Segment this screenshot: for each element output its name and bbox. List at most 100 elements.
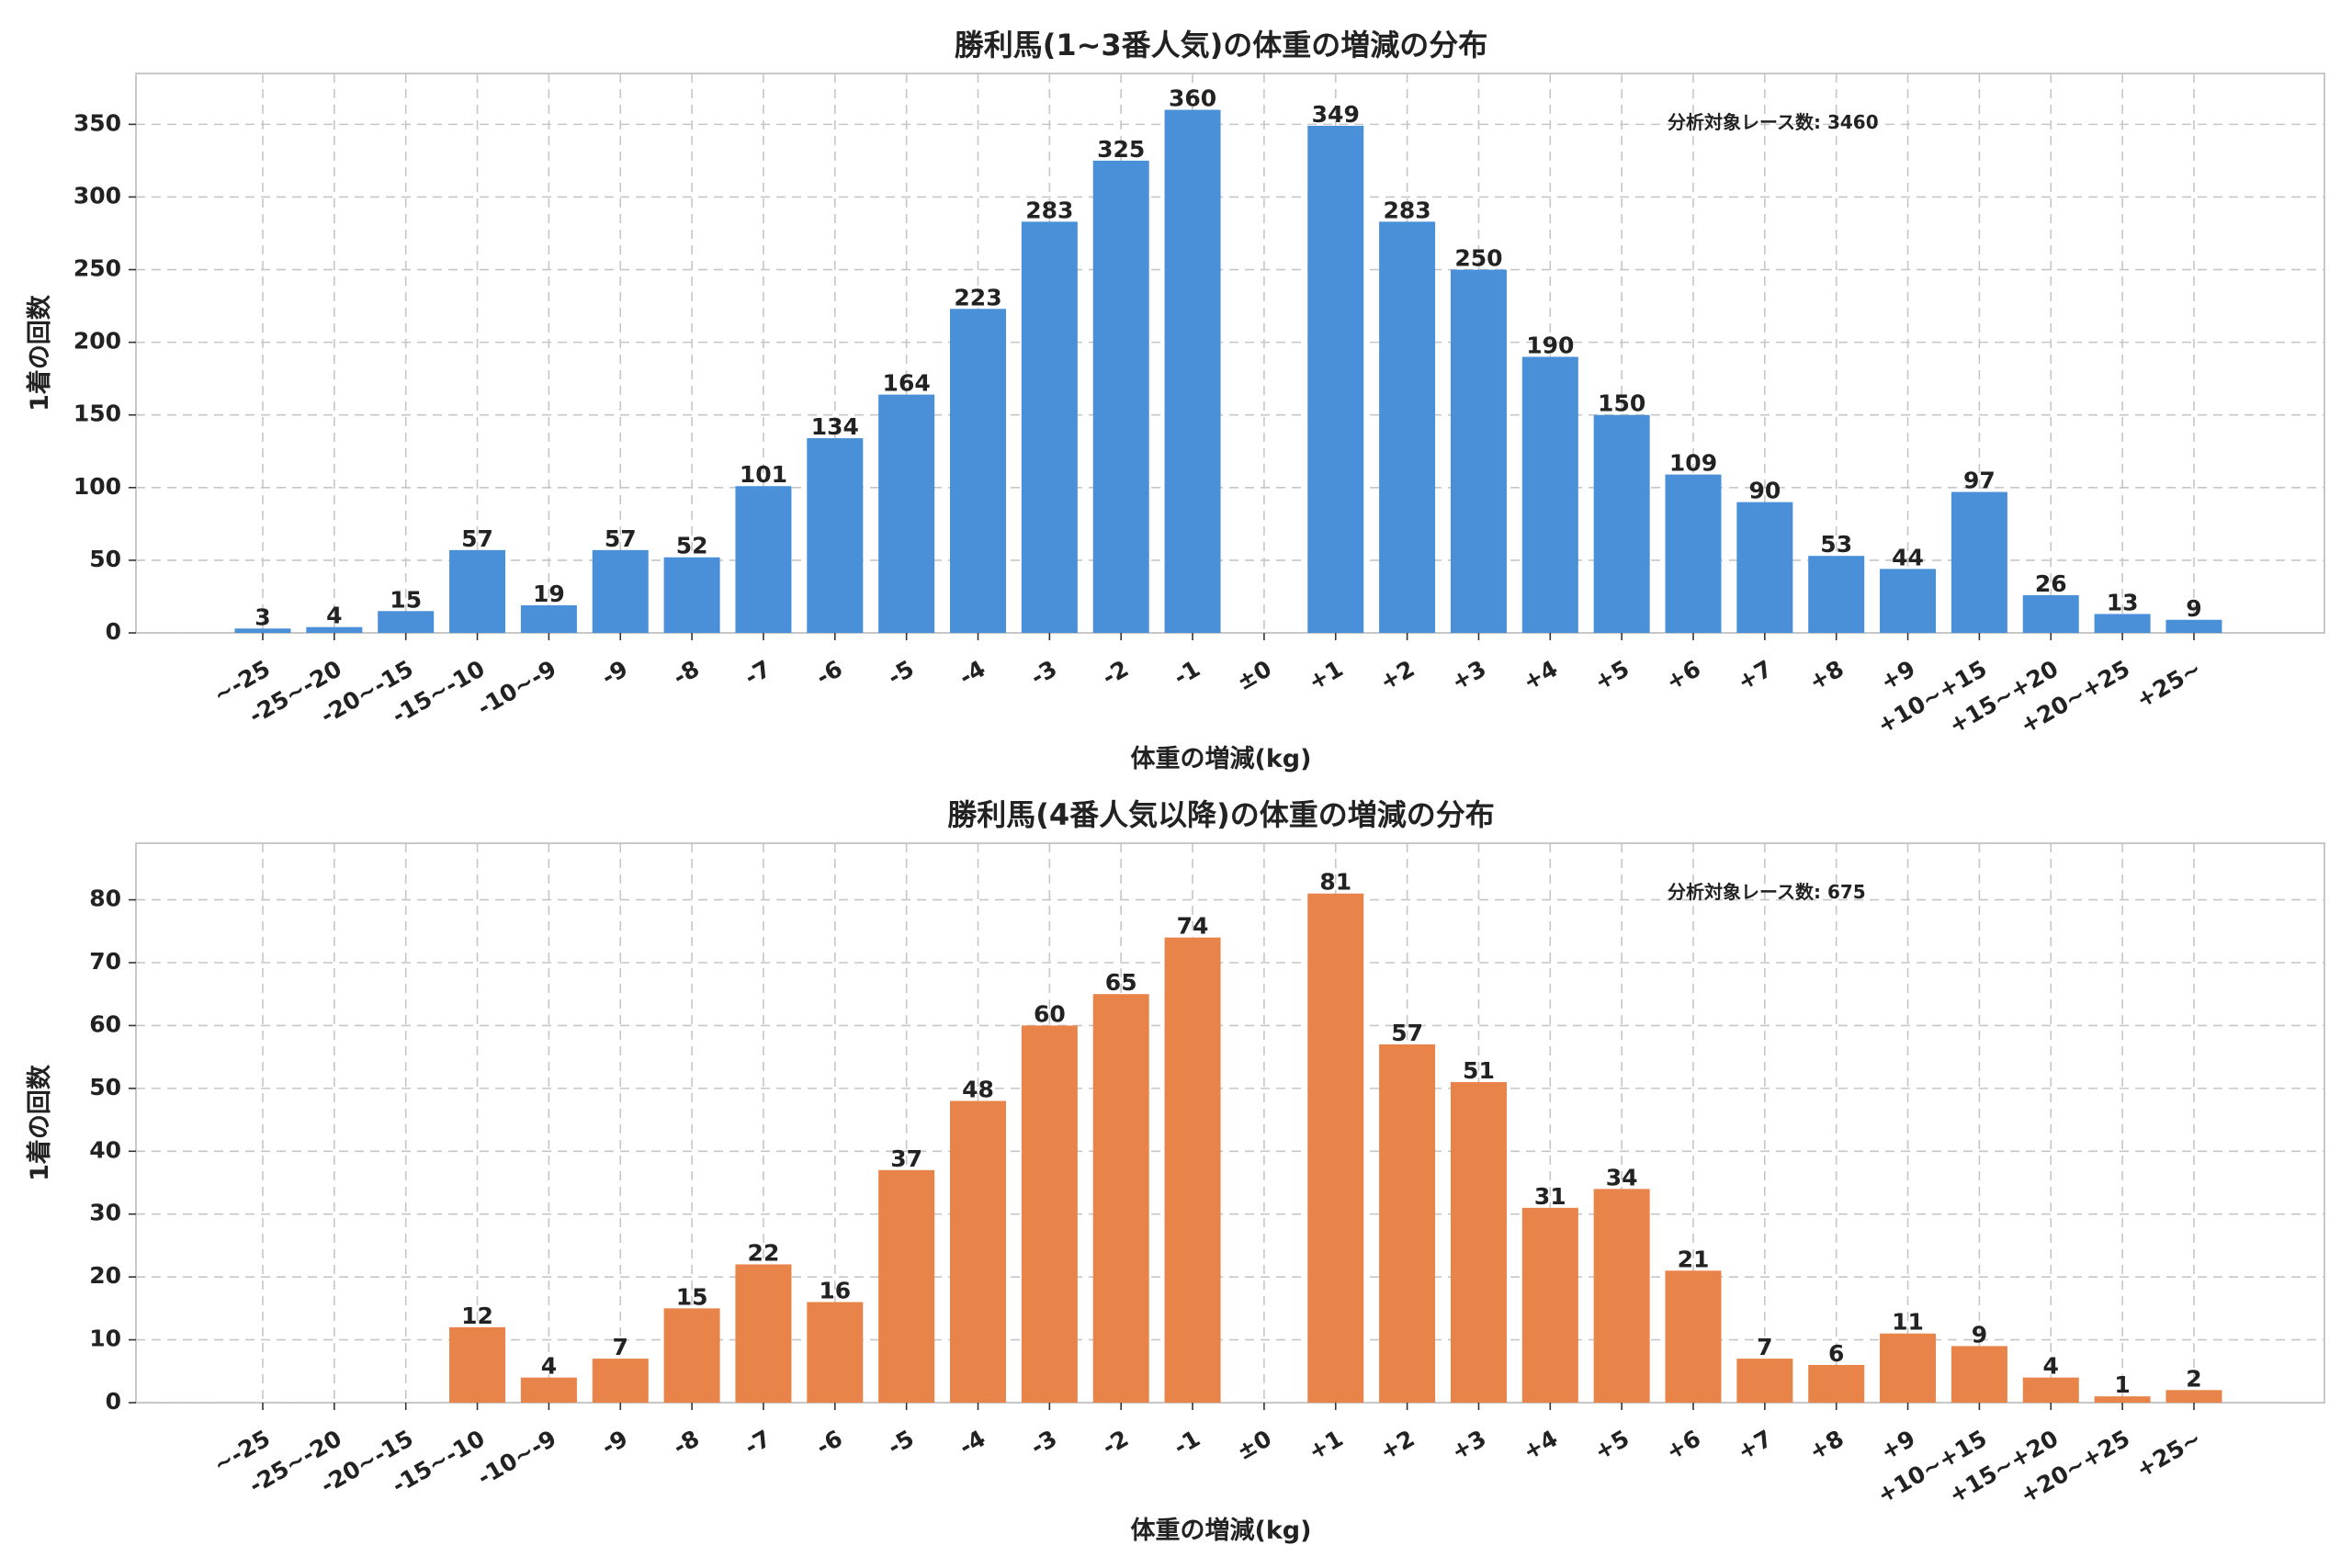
bar-value-label: 9 (1972, 1321, 1987, 1348)
bar[interactable] (807, 438, 864, 633)
race-count-annotation: 分析対象レース数: 675 (1668, 881, 1866, 903)
bar[interactable] (1164, 109, 1221, 633)
x-tick-label: -2 (1098, 655, 1134, 691)
bar-value-label: 51 (1463, 1057, 1495, 1084)
y-tick-label: 300 (74, 182, 121, 209)
bar-value-label: 26 (2035, 570, 2067, 597)
bar[interactable] (1880, 569, 1937, 633)
bar[interactable] (1092, 994, 1149, 1403)
bar[interactable] (1665, 1270, 1722, 1403)
bar[interactable] (2094, 1396, 2151, 1403)
y-tick-label: 0 (106, 618, 121, 645)
bar-value-label: 57 (605, 525, 637, 552)
y-tick-label: 150 (74, 400, 121, 427)
x-tick-label: +1 (1304, 655, 1348, 695)
x-tick-label: ±0 (1232, 655, 1276, 695)
bar[interactable] (2094, 614, 2151, 633)
bar[interactable] (1450, 269, 1507, 633)
bar-value-label: 109 (1669, 450, 1717, 477)
bar[interactable] (2022, 1377, 2079, 1403)
x-tick-label: -9 (597, 655, 633, 691)
bar[interactable] (1736, 1359, 1793, 1403)
bar[interactable] (234, 628, 291, 633)
bar[interactable] (2165, 619, 2222, 633)
bar[interactable] (449, 1326, 506, 1403)
x-tick-label: -6 (811, 655, 847, 691)
x-tick-label: -1 (1169, 1425, 1204, 1461)
y-tick-label: 50 (89, 546, 121, 572)
bar-value-label: 44 (1892, 544, 1924, 570)
bar[interactable] (520, 1377, 577, 1403)
bar[interactable] (2165, 1390, 2222, 1403)
bar[interactable] (2022, 594, 2079, 633)
y-tick-label: 60 (89, 1010, 121, 1037)
x-tick-label: -3 (1026, 655, 1062, 691)
bar-value-label: 81 (1319, 869, 1351, 896)
bar[interactable] (1593, 414, 1650, 633)
bar-value-label: 13 (2107, 589, 2139, 615)
bar[interactable] (1736, 502, 1793, 633)
bar[interactable] (950, 309, 1006, 633)
bar[interactable] (1665, 474, 1722, 633)
bar[interactable] (735, 1264, 792, 1403)
x-tick-label: +4 (1519, 1425, 1563, 1465)
y-tick-label: 30 (89, 1200, 121, 1226)
bar-value-label: 7 (1757, 1334, 1772, 1360)
bar[interactable] (1307, 125, 1364, 634)
bar[interactable] (378, 611, 435, 633)
bar[interactable] (306, 626, 363, 633)
bar-value-label: 164 (883, 370, 931, 397)
x-tick-label: -8 (669, 1425, 705, 1461)
bar-value-label: 4 (2043, 1353, 2059, 1380)
bar[interactable] (1951, 491, 2007, 633)
x-tick-label: +3 (1447, 655, 1491, 695)
bar[interactable] (1808, 1364, 1865, 1403)
bar[interactable] (1164, 937, 1221, 1403)
x-tick-label: +1 (1304, 1425, 1348, 1465)
bar[interactable] (592, 1359, 649, 1403)
bar[interactable] (950, 1100, 1006, 1403)
bar[interactable] (1021, 1025, 1078, 1403)
bar[interactable] (1021, 221, 1078, 633)
y-tick-label: 100 (74, 473, 121, 500)
x-tick-label: -10~-9 (473, 1425, 561, 1491)
bar[interactable] (1951, 1346, 2007, 1403)
x-tick-label: +8 (1804, 1425, 1849, 1465)
bar-value-label: 4 (541, 1353, 557, 1380)
bar[interactable] (663, 557, 720, 633)
bar-value-label: 22 (748, 1239, 780, 1266)
bar[interactable] (1880, 1333, 1937, 1403)
bar[interactable] (1521, 1207, 1578, 1403)
x-tick-label: -5 (883, 1425, 919, 1461)
bar[interactable] (520, 604, 577, 633)
bar-value-label: 101 (740, 461, 787, 488)
x-tick-label: +7 (1733, 1425, 1777, 1465)
x-axis-label: 体重の増減(kg) (1131, 744, 1312, 773)
x-tick-label: -1 (1169, 655, 1204, 691)
bar[interactable] (1521, 356, 1578, 633)
bar[interactable] (449, 549, 506, 633)
bar[interactable] (1092, 160, 1149, 634)
bar[interactable] (1379, 1043, 1436, 1403)
bar[interactable] (878, 1169, 935, 1403)
bar[interactable] (807, 1302, 864, 1403)
bar[interactable] (592, 549, 649, 633)
bar-value-label: 31 (1534, 1183, 1566, 1210)
bar[interactable] (1808, 556, 1865, 633)
bar[interactable] (1593, 1189, 1650, 1403)
bar-value-label: 7 (613, 1334, 628, 1360)
bar[interactable] (1450, 1082, 1507, 1403)
bar[interactable] (878, 394, 935, 633)
x-tick-label: +7 (1733, 655, 1777, 695)
x-axis-label: 体重の増減(kg) (1131, 1516, 1312, 1545)
y-tick-label: 80 (89, 886, 121, 912)
bar[interactable] (735, 486, 792, 633)
chart-title: 勝利馬(4番人気以降)の体重の増減の分布 (947, 797, 1495, 832)
bar-value-label: 190 (1526, 332, 1574, 358)
bar-value-label: 9 (2186, 595, 2201, 622)
bar[interactable] (1379, 221, 1436, 633)
x-tick-label: -2 (1098, 1425, 1134, 1461)
bar[interactable] (663, 1308, 720, 1403)
bar[interactable] (1307, 893, 1364, 1403)
x-tick-label: +3 (1447, 1425, 1491, 1465)
